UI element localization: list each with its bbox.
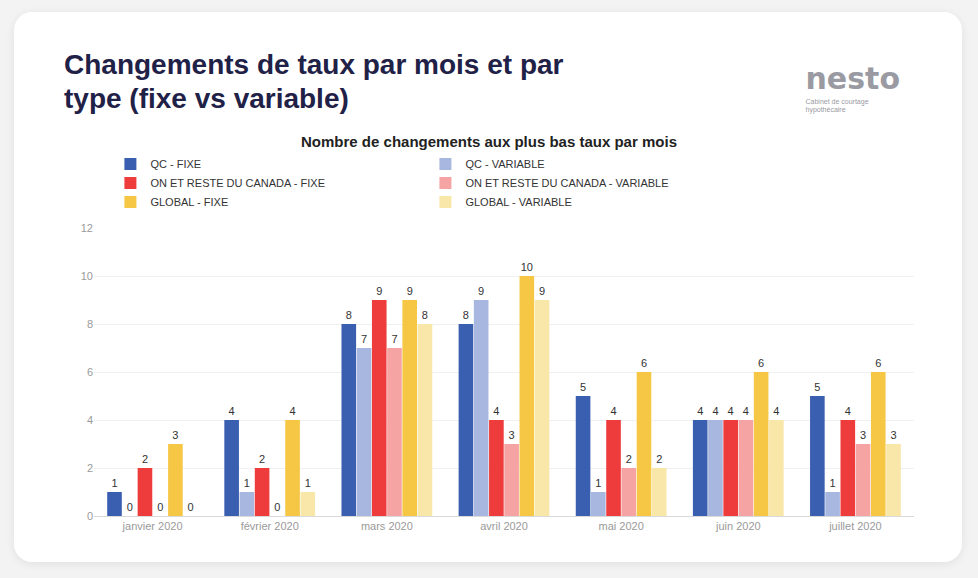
svg-text:0: 0 xyxy=(127,501,133,513)
svg-text:mai 2020: mai 2020 xyxy=(599,520,644,532)
svg-text:juin 2020: juin 2020 xyxy=(715,520,761,532)
svg-text:4: 4 xyxy=(610,405,616,417)
svg-text:1: 1 xyxy=(111,477,117,489)
svg-text:8: 8 xyxy=(422,309,428,321)
svg-text:mars 2020: mars 2020 xyxy=(361,520,413,532)
svg-text:0: 0 xyxy=(157,501,163,513)
svg-text:5: 5 xyxy=(580,381,586,393)
svg-text:9: 9 xyxy=(407,285,413,297)
svg-text:3: 3 xyxy=(890,429,896,441)
svg-text:10: 10 xyxy=(521,261,533,273)
svg-text:2: 2 xyxy=(626,453,632,465)
svg-text:6: 6 xyxy=(641,357,647,369)
svg-text:9: 9 xyxy=(539,285,545,297)
html-text:Cabinet de courtage hypothécai: Cabinet de courtage hypothécaire xyxy=(805,98,869,113)
svg-text:6: 6 xyxy=(758,357,764,369)
html-text:Changements de taux par mois e: Changements de taux par mois et par type… xyxy=(64,49,564,114)
svg-text:1: 1 xyxy=(305,477,311,489)
svg-text:4: 4 xyxy=(712,405,718,417)
svg-text:3: 3 xyxy=(860,429,866,441)
svg-text:1: 1 xyxy=(595,477,601,489)
svg-text:ON ET RESTE DU CANADA - VARIAB: ON ET RESTE DU CANADA - VARIABLE xyxy=(465,177,668,189)
svg-text:3: 3 xyxy=(172,429,178,441)
svg-text:8: 8 xyxy=(87,318,93,330)
svg-text:février 2020: février 2020 xyxy=(241,520,299,532)
svg-text:4: 4 xyxy=(743,405,749,417)
svg-text:0: 0 xyxy=(188,501,194,513)
svg-text:2: 2 xyxy=(87,462,93,474)
svg-text:GLOBAL - FIXE: GLOBAL - FIXE xyxy=(150,196,228,208)
svg-text:2: 2 xyxy=(656,453,662,465)
html-text:nesto: nesto xyxy=(805,61,900,96)
svg-text:0: 0 xyxy=(87,510,93,522)
svg-text:4: 4 xyxy=(493,405,499,417)
svg-text:7: 7 xyxy=(361,333,367,345)
svg-text:3: 3 xyxy=(509,429,515,441)
svg-text:1: 1 xyxy=(830,477,836,489)
svg-text:6: 6 xyxy=(87,366,93,378)
svg-text:8: 8 xyxy=(463,309,469,321)
svg-text:ON ET RESTE DU CANADA - FIXE: ON ET RESTE DU CANADA - FIXE xyxy=(150,177,325,189)
svg-text:janvier 2020: janvier 2020 xyxy=(122,520,183,532)
svg-text:1: 1 xyxy=(244,477,250,489)
svg-text:4: 4 xyxy=(773,405,779,417)
svg-text:4: 4 xyxy=(697,405,703,417)
svg-text:5: 5 xyxy=(814,381,820,393)
svg-text:12: 12 xyxy=(81,222,93,234)
svg-text:7: 7 xyxy=(391,333,397,345)
svg-text:4: 4 xyxy=(728,405,734,417)
svg-text:10: 10 xyxy=(81,270,93,282)
svg-text:9: 9 xyxy=(478,285,484,297)
svg-text:2: 2 xyxy=(142,453,148,465)
svg-text:4: 4 xyxy=(289,405,295,417)
svg-text:avril 2020: avril 2020 xyxy=(480,520,528,532)
svg-text:4: 4 xyxy=(229,405,235,417)
svg-text:4: 4 xyxy=(87,414,93,426)
svg-text:2: 2 xyxy=(259,453,265,465)
svg-text:QC - VARIABLE: QC - VARIABLE xyxy=(465,158,544,170)
svg-text:4: 4 xyxy=(845,405,851,417)
svg-text:0: 0 xyxy=(274,501,280,513)
svg-text:QC - FIXE: QC - FIXE xyxy=(150,158,201,170)
svg-text:9: 9 xyxy=(376,285,382,297)
svg-text:Nombre de changements aux plus: Nombre de changements aux plus bas taux … xyxy=(301,133,677,150)
svg-text:GLOBAL - VARIABLE: GLOBAL - VARIABLE xyxy=(465,196,571,208)
svg-text:8: 8 xyxy=(346,309,352,321)
svg-text:juillet 2020: juillet 2020 xyxy=(828,520,882,532)
svg-text:6: 6 xyxy=(875,357,881,369)
